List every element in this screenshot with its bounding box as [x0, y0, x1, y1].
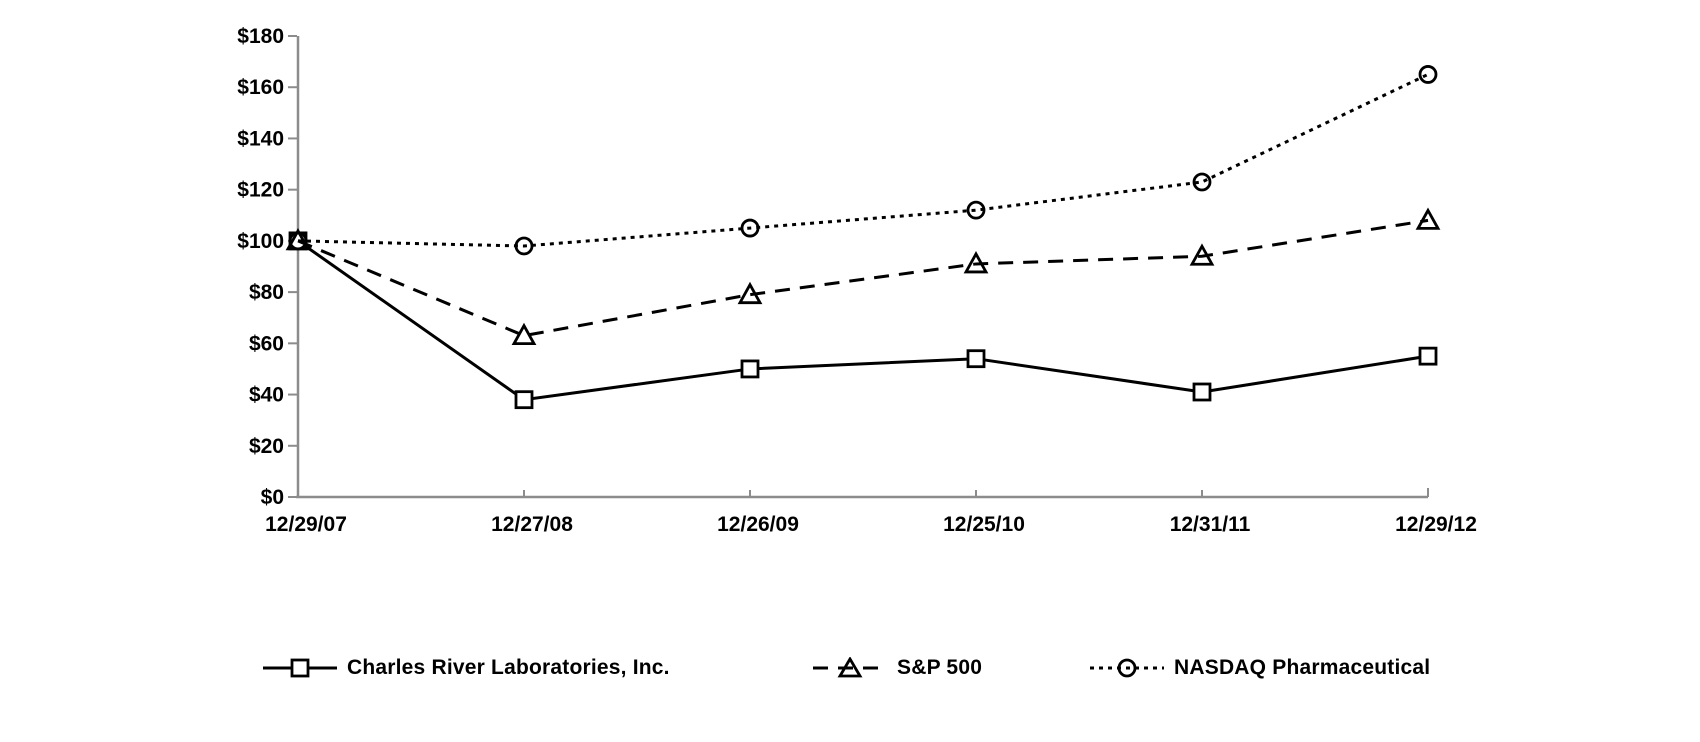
x-axis-tick-label: 12/29/07	[265, 513, 347, 536]
square-marker	[966, 349, 986, 369]
series-line-2	[297, 73, 1429, 248]
y-axis-tick-label: $20	[249, 435, 284, 458]
x-axis-tick-label: 12/27/08	[491, 513, 573, 536]
square-marker	[740, 359, 760, 379]
y-axis-tick-label: $40	[249, 384, 284, 407]
legend-item-sp500: S&P 500	[813, 650, 982, 686]
triangle-marker	[511, 322, 537, 346]
triangle-marker	[963, 251, 989, 274]
x-axis-tick-label: 12/29/12	[1395, 513, 1477, 536]
triangle-marker	[1189, 243, 1215, 266]
square-marker	[1418, 346, 1438, 366]
y-axis-tick-label: $120	[237, 179, 284, 202]
y-axis-tick-label: $180	[237, 25, 284, 48]
legend-item-charles-river: Charles River Laboratories, Inc.	[263, 650, 670, 686]
square-marker	[514, 390, 534, 410]
y-axis-tick-label: $140	[237, 127, 284, 150]
solid-line-square-marker-swatch	[263, 658, 337, 678]
circle-marker	[740, 218, 760, 238]
square-marker	[1192, 382, 1212, 402]
x-axis-tick-label: 12/25/10	[943, 513, 1025, 536]
circle-marker	[1418, 65, 1438, 84]
y-axis-tick-label: $100	[237, 230, 284, 253]
circle-marker	[966, 200, 986, 220]
triangle-marker	[1415, 207, 1441, 230]
triangle-marker	[737, 281, 763, 305]
series-line-0	[297, 239, 1429, 402]
y-axis-tick-label: $60	[249, 332, 284, 355]
dotted-line-circle-marker-swatch	[1090, 658, 1164, 678]
legend-item-nasdaq-pharma: NASDAQ Pharmaceutical	[1090, 650, 1430, 686]
legend-label-charles-river: Charles River Laboratories, Inc.	[347, 656, 670, 679]
circle-marker	[288, 231, 308, 251]
legend-label-sp500: S&P 500	[897, 656, 983, 679]
circle-marker	[514, 236, 534, 256]
circle-marker	[1192, 172, 1212, 192]
legend-label-nasdaq-pharma: NASDAQ Pharmaceutical	[1174, 656, 1431, 679]
chart-legend: Charles River Laboratories, Inc. S&P 500…	[0, 650, 1700, 690]
y-axis-tick-label: $160	[237, 76, 284, 99]
x-axis-tick-label: 12/26/09	[717, 513, 799, 536]
x-axis-tick-label: 12/31/11	[1170, 513, 1251, 536]
dashed-line-triangle-marker-swatch	[813, 657, 887, 678]
series-line-1	[297, 218, 1429, 338]
y-axis-tick-label: $0	[261, 486, 284, 509]
y-axis-tick-label: $80	[249, 281, 284, 304]
